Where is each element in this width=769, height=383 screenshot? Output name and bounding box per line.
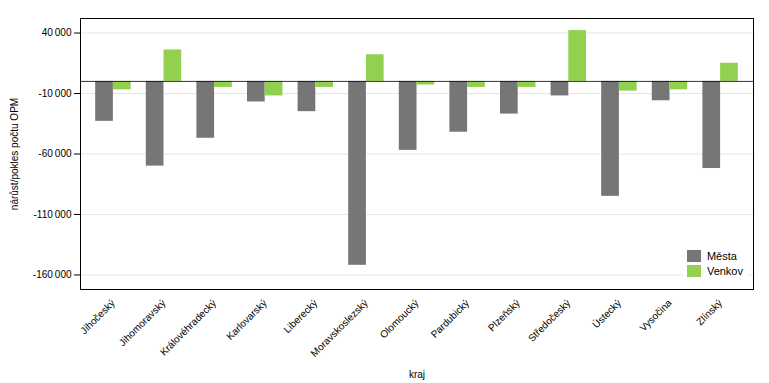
svg-text:Vysočina: Vysočina [637,297,674,334]
svg-text:nárůst/pokles počtu OPM: nárůst/pokles počtu OPM [9,98,20,210]
html-text:Města: Města [706,250,737,262]
svg-text:Jihočeský: Jihočeský [78,297,117,336]
svg-text:Středočeský: Středočeský [526,297,573,344]
svg-text:-160 000: -160 000 [33,269,72,280]
svg-text:40 000: 40 000 [42,27,72,38]
svg-text:Plzeňský: Plzeňský [486,297,522,333]
svg-text:-60 000: -60 000 [38,148,72,159]
svg-text:Liberecký: Liberecký [281,297,319,335]
svg-text:Karlovarský: Karlovarský [224,297,269,342]
svg-text:-10 000: -10 000 [38,88,72,99]
svg-text:Královéhradecký: Královéhradecký [158,297,218,357]
svg-text:Moravskoslezský: Moravskoslezský [308,297,370,359]
svg-text:kraj: kraj [409,369,425,380]
svg-text:Jihomoravský: Jihomoravský [117,297,168,348]
svg-text:Zlínský: Zlínský [694,297,724,327]
svg-text:Pardubický: Pardubický [429,297,472,340]
html-text:Venkov: Venkov [706,265,743,277]
svg-text:-110 000: -110 000 [34,209,72,220]
svg-text:Olomoucký: Olomoucký [378,297,421,340]
svg-text:Ústecký: Ústecký [589,297,623,331]
